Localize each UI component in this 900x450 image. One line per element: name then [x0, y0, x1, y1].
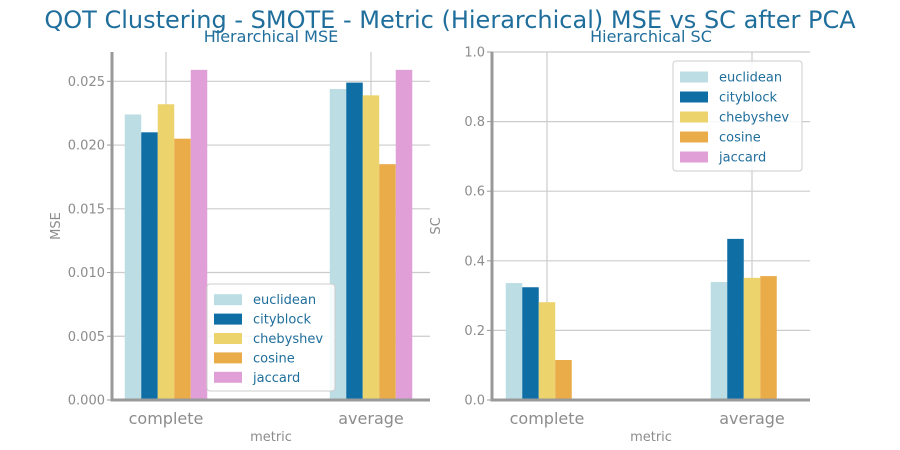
sc-bar-chebyshev-complete — [538, 302, 556, 400]
mse-xtick-label: average — [338, 409, 404, 428]
sc-legend-label-jaccard: jaccard — [718, 151, 766, 166]
sc-legend-label-chebyshev: chebyshev — [719, 111, 789, 126]
sc-x-axis-label: metric — [630, 430, 672, 445]
sc-legend-swatch-jaccard — [680, 151, 708, 163]
mse-bar-jaccard-average — [395, 69, 413, 400]
mse-ytick-label: 0.025 — [68, 75, 105, 90]
sc-ytick-label: 0.8 — [464, 115, 485, 130]
sc-panel-title: Hierarchical SC — [590, 27, 712, 46]
sc-ytick-label: 0.2 — [464, 324, 485, 339]
mse-bar-cityblock-average — [346, 82, 363, 400]
mse-ytick-label: 0.015 — [68, 202, 105, 217]
sc-panel: 0.0 0.2 0.4 0.6 0.8 1.0 complete average Hierarc… — [429, 27, 810, 445]
mse-legend-label-cityblock: cityblock — [253, 313, 312, 328]
mse-legend-label-cosine: cosine — [253, 351, 295, 366]
mse-legend-swatch-euclidean — [214, 294, 242, 306]
mse-y-axis-label: MSE — [49, 212, 64, 240]
mse-ytick-label: 0.020 — [68, 139, 105, 154]
sc-bar-chebyshev-average — [743, 277, 761, 400]
mse-legend-swatch-cityblock — [214, 313, 242, 325]
sc-ytick-label: 0.4 — [464, 254, 485, 269]
mse-bar-jaccard-complete — [190, 69, 208, 400]
sc-legend-swatch-chebyshev — [680, 111, 708, 123]
sc-bar-euclidean-complete — [505, 283, 523, 400]
sc-bar-cosine-complete — [555, 359, 572, 400]
mse-xtick-label: complete — [129, 409, 204, 428]
mse-panel-title: Hierarchical MSE — [204, 27, 339, 46]
mse-legend-swatch-cosine — [214, 352, 242, 364]
sc-legend-label-cosine: cosine — [719, 131, 761, 146]
mse-bar-cityblock-complete — [141, 132, 158, 401]
sc-bar-euclidean-average — [710, 282, 728, 400]
sc-ytick-label: 0.6 — [464, 185, 485, 200]
mse-bar-euclidean-complete — [124, 114, 142, 400]
mse-ytick-label: 0.005 — [68, 330, 105, 345]
mse-ytick-label: 0.000 — [68, 394, 105, 409]
mse-bar-chebyshev-average — [362, 95, 380, 400]
sc-bar-cosine-average — [760, 276, 777, 400]
mse-legend-label-jaccard: jaccard — [252, 371, 300, 386]
sc-ytick-label: 1.0 — [464, 46, 485, 61]
mse-legend-swatch-jaccard — [214, 371, 242, 383]
mse-bar-cosine-complete — [174, 138, 191, 400]
mse-ytick-label: 0.010 — [68, 266, 105, 281]
mse-bar-chebyshev-complete — [157, 104, 175, 400]
sc-legend-box — [672, 60, 803, 172]
sc-xtick-label: complete — [510, 409, 585, 428]
figure-title: QOT Clustering - SMOTE - Metric (Hierarc… — [44, 6, 856, 34]
sc-bar-cityblock-complete — [522, 287, 539, 400]
mse-x-axis-label: metric — [250, 430, 292, 445]
sc-y-axis-label: SC — [429, 217, 444, 234]
sc-legend-label-cityblock: cityblock — [719, 91, 778, 106]
sc-legend-swatch-euclidean — [680, 71, 708, 83]
sc-legend: euclidean cityblock chebyshev cosine jaccard — [672, 60, 803, 172]
sc-xtick-label: average — [719, 409, 785, 428]
sc-ytick-label: 0.0 — [464, 394, 485, 409]
mse-legend: euclidean cityblock chebyshev cosine jaccard — [206, 283, 336, 392]
sc-bar-cityblock-average — [727, 238, 744, 400]
sc-legend-swatch-cosine — [680, 131, 708, 143]
mse-bar-cosine-average — [379, 164, 396, 400]
mse-legend-swatch-chebyshev — [214, 333, 242, 344]
mse-legend-label-chebyshev: chebyshev — [253, 332, 323, 347]
sc-legend-label-euclidean: euclidean — [719, 71, 782, 86]
mse-legend-label-euclidean: euclidean — [253, 293, 316, 308]
mse-panel: 0.000 0.005 0.010 0.015 0.020 0.025 complete av… — [49, 27, 430, 445]
sc-legend-swatch-cityblock — [680, 91, 708, 103]
mse-legend-box — [206, 283, 336, 392]
